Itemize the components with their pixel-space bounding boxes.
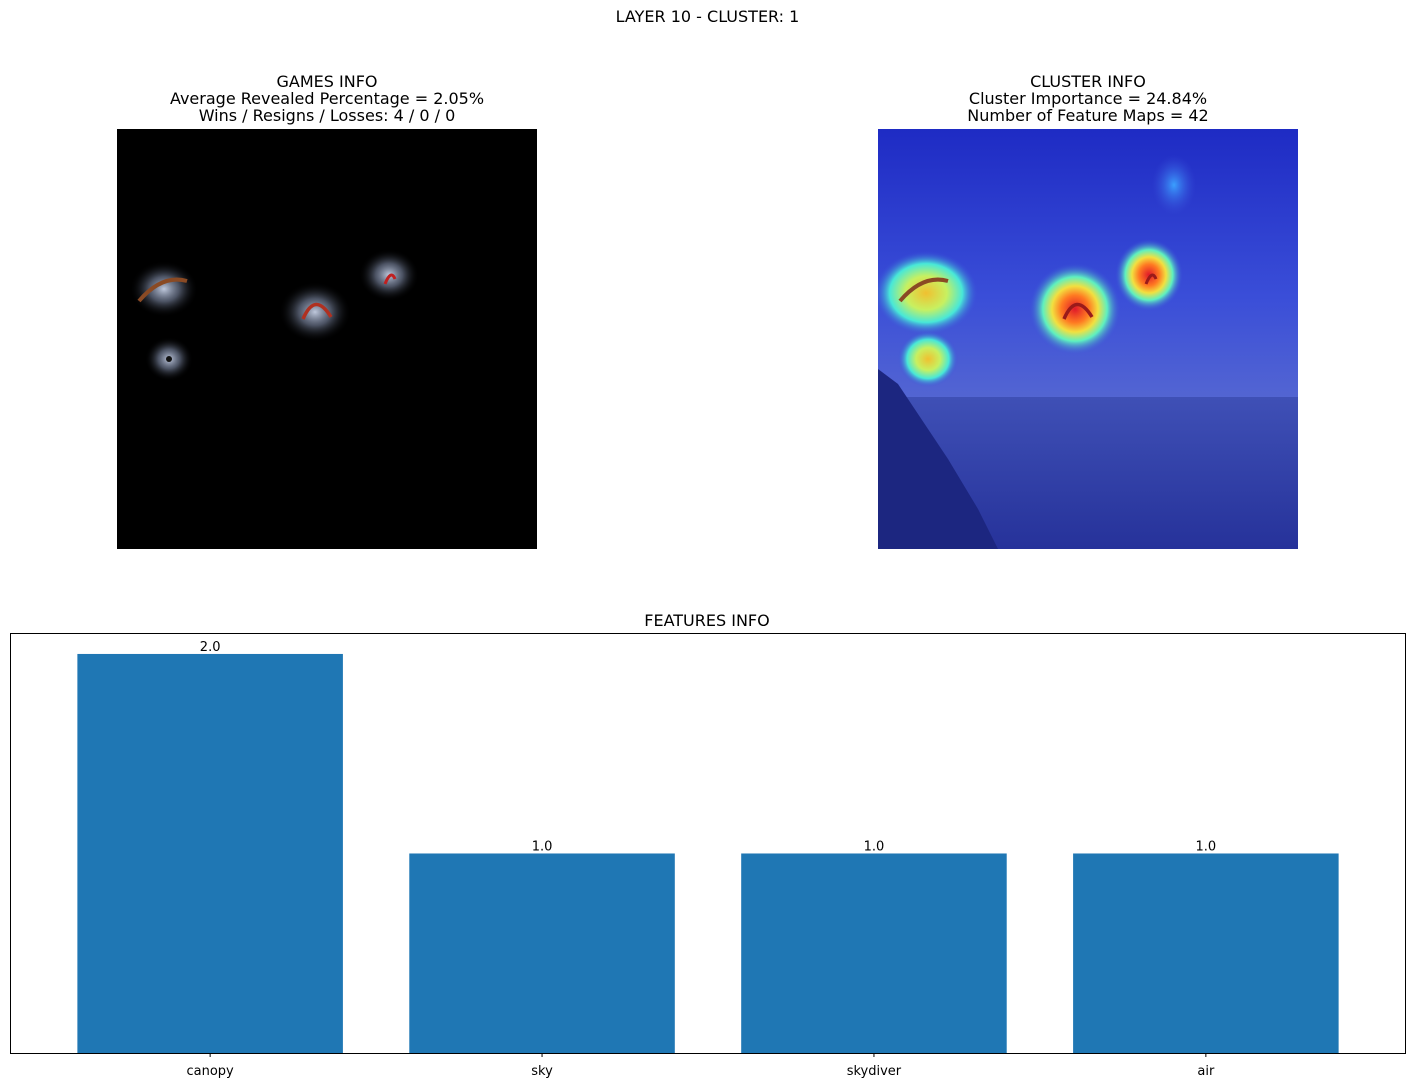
chart-axes-frame [10,633,1406,1054]
cluster-heatmap-graphic [878,129,1298,549]
games-info-title: GAMES INFO Average Revealed Percentage =… [77,73,577,124]
games-info-heading: GAMES INFO [276,72,378,91]
chart-title: FEATURES INFO [644,611,769,630]
x-tick-label-canopy: canopy [187,1064,235,1079]
bars-layer: 2.0 canopy 1.0 sky 1.0 skydiver 1.0 air [77,640,1339,1079]
revealed-image-graphic [130,249,419,381]
cluster-info-heading: CLUSTER INFO [1030,72,1146,91]
bar-value-label-canopy: 2.0 [200,640,221,655]
bar-canopy [77,653,343,1053]
cluster-importance: Cluster Importance = 24.84% [968,89,1208,108]
bar-sky [409,853,675,1053]
cluster-heatmap-image [878,129,1298,549]
number-of-feature-maps: Number of Feature Maps = 42 [967,106,1209,125]
bar-skydiver [741,853,1007,1053]
bar-value-label-air: 1.0 [1196,839,1217,854]
figure-title: LAYER 10 - CLUSTER: 1 [615,7,800,26]
bar-value-label-sky: 1.0 [532,839,553,854]
x-tick-label-sky: sky [531,1064,553,1079]
revealed-image [117,129,537,549]
average-revealed-percentage: Average Revealed Percentage = 2.05% [169,89,485,108]
bar-air [1073,853,1339,1053]
cluster-info-title: CLUSTER INFO Cluster Importance = 24.84%… [838,73,1338,124]
wins-resigns-losses: Wins / Resigns / Losses: 4 / 0 / 0 [198,106,456,125]
x-tick-label-skydiver: skydiver [847,1064,902,1079]
x-tick-label-air: air [1197,1064,1215,1079]
bar-value-label-skydiver: 1.0 [864,839,885,854]
